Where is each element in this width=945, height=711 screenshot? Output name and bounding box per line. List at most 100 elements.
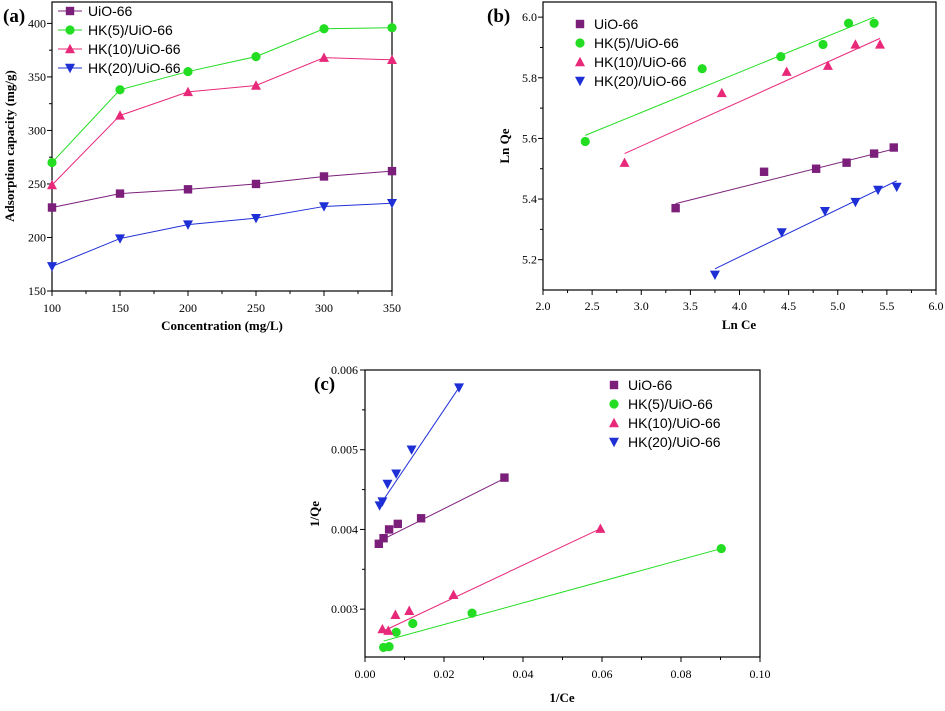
legend-marker bbox=[65, 25, 75, 35]
data-point bbox=[448, 589, 459, 600]
series-3 bbox=[374, 383, 465, 511]
data-point bbox=[115, 234, 125, 244]
data-point bbox=[781, 66, 792, 76]
x-tick-label: 0.06 bbox=[592, 667, 613, 681]
fit-line bbox=[714, 180, 897, 270]
x-tick-label: 3.5 bbox=[683, 299, 698, 313]
data-point bbox=[822, 60, 833, 70]
x-tick-label: 3.0 bbox=[634, 299, 649, 313]
data-point bbox=[387, 54, 397, 64]
y-tick-label: 5.8 bbox=[522, 71, 537, 85]
panel-0: (a) 100 150 200 250 300 350 150 200 250 300 350 400 C… bbox=[2, 1, 401, 333]
data-point bbox=[391, 469, 402, 479]
series-0 bbox=[47, 166, 397, 212]
x-tick-label: 250 bbox=[247, 301, 265, 315]
data-point bbox=[183, 220, 193, 230]
data-point bbox=[408, 618, 418, 629]
y-tick-label: 200 bbox=[28, 230, 46, 244]
data-point bbox=[251, 214, 261, 224]
series-0 bbox=[671, 143, 898, 213]
fit-line bbox=[675, 148, 894, 205]
data-point bbox=[319, 24, 329, 34]
data-point bbox=[391, 627, 401, 637]
data-point bbox=[47, 179, 57, 190]
data-point bbox=[819, 206, 830, 217]
series-2 bbox=[47, 52, 397, 190]
x-tick-label: 6.0 bbox=[929, 299, 944, 313]
data-point bbox=[251, 51, 261, 62]
y-tick-label: 6.0 bbox=[522, 10, 537, 24]
y-tick-label: 400 bbox=[28, 16, 46, 30]
data-point bbox=[47, 262, 57, 272]
data-point bbox=[580, 136, 590, 147]
x-tick-label: 0.10 bbox=[750, 667, 771, 681]
data-point bbox=[115, 110, 125, 120]
data-point bbox=[183, 185, 193, 194]
data-point bbox=[842, 158, 851, 167]
legend-entry: HK(5)/UiO-66 bbox=[609, 396, 713, 412]
data-point bbox=[379, 534, 388, 543]
data-point bbox=[393, 519, 402, 529]
legend-label: HK(5)/UiO-66 bbox=[628, 396, 713, 412]
data-point bbox=[251, 80, 261, 90]
panel-label: (c) bbox=[314, 374, 335, 395]
data-point bbox=[811, 164, 821, 173]
data-point bbox=[891, 182, 902, 193]
y-tick-label: 5.6 bbox=[522, 131, 537, 145]
x-axis-title: 1/Ce bbox=[549, 690, 575, 705]
data-point bbox=[619, 157, 630, 167]
legend-entry: UiO-66 bbox=[575, 16, 639, 32]
data-point bbox=[416, 514, 426, 523]
legend-label: UiO-66 bbox=[628, 377, 673, 393]
x-tick-label: 0.08 bbox=[671, 667, 692, 681]
series-1 bbox=[378, 543, 726, 653]
legend-marker bbox=[609, 437, 619, 448]
legend-marker bbox=[65, 43, 75, 54]
y-tick-label: 5.4 bbox=[522, 192, 537, 206]
series-3 bbox=[47, 199, 397, 272]
legend-entry: HK(5)/UiO-66 bbox=[575, 35, 679, 51]
data-point bbox=[500, 473, 509, 482]
legend-marker bbox=[575, 19, 585, 29]
x-tick-label: 300 bbox=[315, 301, 333, 315]
data-point bbox=[818, 39, 828, 50]
legend-marker bbox=[609, 399, 619, 409]
legend-label: HK(5)/UiO-66 bbox=[88, 22, 173, 38]
y-axis-title: Ln Qe bbox=[497, 128, 512, 163]
data-point bbox=[47, 157, 57, 168]
data-point bbox=[387, 23, 397, 33]
data-point bbox=[850, 39, 861, 49]
x-axis-title: Concentration (mg/L) bbox=[161, 318, 283, 333]
data-point bbox=[115, 85, 125, 95]
legend-marker bbox=[575, 38, 585, 48]
legend-entry: HK(10)/UiO-66 bbox=[609, 415, 721, 431]
x-tick-label: 4.0 bbox=[732, 299, 747, 313]
fit-line bbox=[585, 16, 875, 136]
legend-label: UiO-66 bbox=[594, 16, 639, 32]
y-tick-label: 0.003 bbox=[331, 602, 358, 616]
y-tick-label: 0.005 bbox=[331, 443, 358, 457]
y-tick-label: 300 bbox=[28, 123, 46, 137]
legend-entry: HK(20)/UiO-66 bbox=[609, 434, 721, 450]
series-1 bbox=[47, 23, 397, 168]
data-point bbox=[319, 202, 329, 212]
x-tick-label: 2.0 bbox=[536, 299, 551, 313]
x-tick-label: 0.04 bbox=[513, 667, 534, 681]
data-point bbox=[319, 172, 329, 181]
data-point bbox=[850, 197, 861, 208]
data-point bbox=[454, 383, 465, 393]
legend-entry: UiO-66 bbox=[609, 377, 673, 393]
data-point bbox=[709, 270, 720, 281]
data-point bbox=[843, 18, 854, 28]
data-point bbox=[387, 166, 397, 176]
legend-entry: HK(10)/UiO-66 bbox=[58, 41, 181, 57]
legend-marker bbox=[575, 76, 585, 87]
x-tick-label: 2.5 bbox=[585, 299, 600, 313]
data-point bbox=[377, 497, 388, 507]
series-0 bbox=[374, 473, 509, 548]
y-tick-label: 0.004 bbox=[331, 522, 358, 536]
y-tick-label: 5.2 bbox=[522, 253, 537, 267]
series-2 bbox=[377, 523, 606, 635]
data-point bbox=[595, 523, 606, 533]
legend-marker bbox=[65, 6, 75, 16]
